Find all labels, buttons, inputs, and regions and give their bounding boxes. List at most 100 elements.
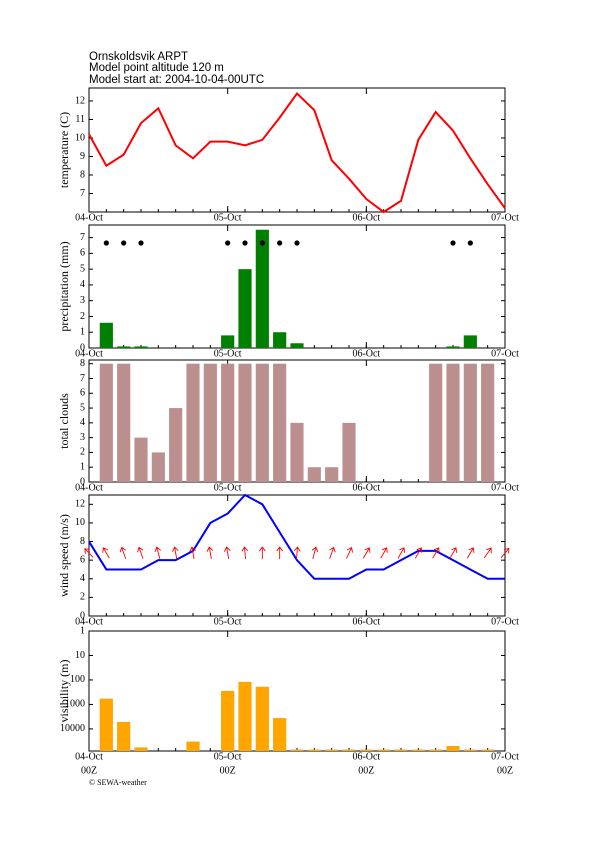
x-tick-label: 06-Oct <box>352 348 380 359</box>
bar <box>221 363 235 482</box>
x-tick-label: 04-Oct <box>75 616 103 627</box>
x-tick-sublabel: 00Z <box>81 765 97 776</box>
y-axis-label: temperature (C) <box>57 112 71 188</box>
x-tick-label: 04-Oct <box>75 212 103 223</box>
y-tick-label: 7 <box>80 232 85 243</box>
bar <box>134 747 148 751</box>
y-tick-label: 2 <box>80 592 85 603</box>
y-tick-label: 1000 <box>65 699 85 710</box>
bar <box>359 749 373 751</box>
y-tick-label: 2 <box>80 447 85 458</box>
y-tick-label: 6 <box>80 388 85 399</box>
y-tick-label: 9 <box>80 151 85 162</box>
bar <box>221 690 235 751</box>
bar <box>117 721 131 751</box>
y-axis-label: precipitation (mm) <box>57 241 71 331</box>
bar <box>273 718 287 751</box>
x-tick-label: 04-Oct <box>75 482 103 493</box>
y-tick-label: 8 <box>80 169 85 180</box>
y-axis-label: visibility (m) <box>57 659 71 722</box>
y-tick-label: 10 <box>75 650 85 661</box>
precip-symbol <box>277 240 283 246</box>
bar <box>307 749 321 751</box>
precip-symbol <box>259 240 265 246</box>
wind-arrow <box>293 546 301 560</box>
bar <box>463 363 477 482</box>
wind-arrow <box>189 546 196 560</box>
y-tick-label: 3 <box>80 295 85 306</box>
y-tick-label: 12 <box>75 499 85 510</box>
bar <box>342 749 356 751</box>
wind-arrow <box>258 546 266 560</box>
y-tick-label: 4 <box>80 573 85 584</box>
wind-arrow <box>311 546 319 559</box>
altitude: Model point altitude 120 m <box>89 62 224 74</box>
wind-arrow <box>241 546 249 560</box>
x-tick-sublabel: 00Z <box>358 765 374 776</box>
x-tick-label: 06-Oct <box>352 751 380 762</box>
wind-arrow <box>171 546 179 560</box>
bar <box>134 437 148 482</box>
bar <box>117 346 131 348</box>
wind-arrow <box>276 546 284 560</box>
bar <box>169 408 183 482</box>
bar <box>273 363 287 482</box>
bar <box>221 335 235 348</box>
wind-arrow <box>397 547 406 559</box>
bar <box>377 749 391 751</box>
bar <box>429 749 443 751</box>
bar <box>429 363 443 482</box>
wind-arrow <box>102 547 110 559</box>
y-tick-label: 6 <box>80 248 85 259</box>
bar <box>255 363 269 482</box>
y-tick-label: 4 <box>80 279 85 290</box>
y-tick-label: 11 <box>75 114 85 125</box>
y-tick-label: 1 <box>80 327 85 338</box>
bar <box>446 746 460 751</box>
station: Ornskoldsvik ARPT <box>89 51 188 63</box>
y-tick-label: 4 <box>80 417 85 428</box>
precip-symbol <box>467 240 473 246</box>
bar <box>463 335 477 348</box>
precip-symbol <box>242 240 248 246</box>
x-tick-label: 05-Oct <box>214 616 242 627</box>
bar <box>99 363 113 482</box>
x-tick-sublabel: 00Z <box>220 765 236 776</box>
wind-arrow <box>500 547 510 558</box>
wind-arrow <box>154 546 161 559</box>
precip-symbol <box>294 240 300 246</box>
y-tick-label: 5 <box>80 402 85 413</box>
model-start: Model start at: 2004-10-04-00UTC <box>89 74 264 86</box>
precip-symbol <box>138 240 144 246</box>
wind-arrow <box>223 546 231 560</box>
wind-arrow <box>137 546 144 559</box>
wind-arrow <box>206 546 214 560</box>
y-tick-label: 7 <box>80 188 85 199</box>
x-tick-label: 05-Oct <box>214 212 242 223</box>
y-tick-label: 12 <box>75 95 85 106</box>
bar <box>255 229 269 348</box>
bar <box>342 422 356 482</box>
bar <box>463 749 477 751</box>
y-tick-label: 8 <box>80 358 85 369</box>
y-tick-label: 100 <box>70 674 85 685</box>
bar <box>481 363 495 482</box>
y-tick-label: 1 <box>80 625 85 636</box>
bar <box>325 467 339 482</box>
bar <box>290 422 304 482</box>
precip-symbol <box>225 240 231 246</box>
bar <box>255 686 269 751</box>
x-tick-label: 06-Oct <box>352 482 380 493</box>
x-tick-label: 07-Oct <box>491 212 519 223</box>
x-tick-label: 04-Oct <box>75 751 103 762</box>
bar <box>186 363 200 482</box>
x-tick-label: 04-Oct <box>75 348 103 359</box>
y-tick-label: 3 <box>80 432 85 443</box>
y-tick-label: 10 <box>75 517 85 528</box>
x-tick-label: 05-Oct <box>214 348 242 359</box>
x-tick-label: 06-Oct <box>352 212 380 223</box>
precip-symbol <box>121 240 127 246</box>
bar <box>117 363 131 482</box>
bar <box>273 332 287 348</box>
